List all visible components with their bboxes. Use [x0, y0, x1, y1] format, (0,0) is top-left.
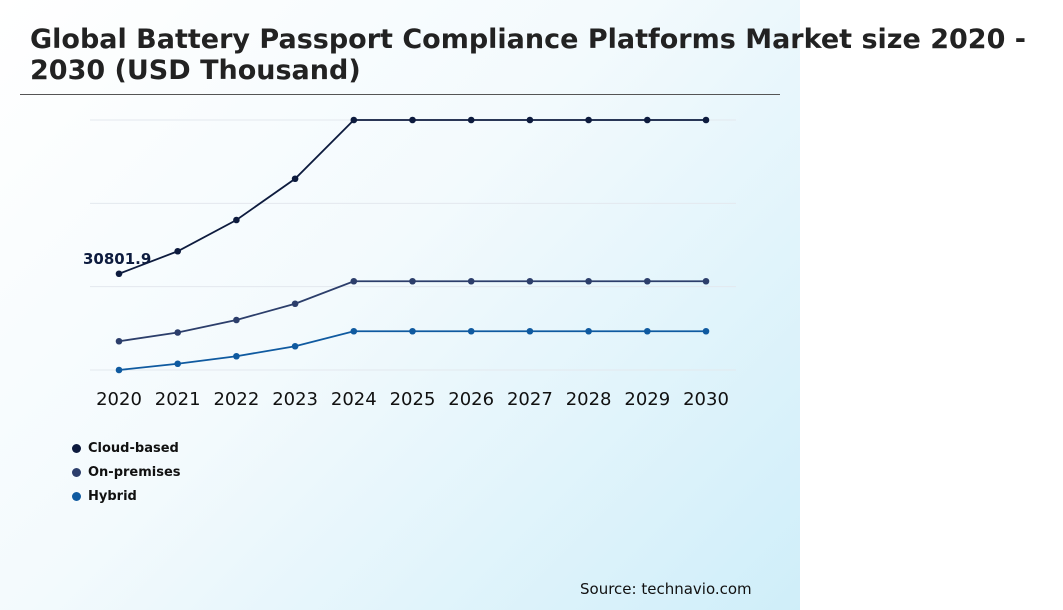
data-point-cloud-based — [115, 270, 123, 278]
data-point-hybrid — [702, 327, 710, 335]
data-point-cloud-based — [174, 247, 181, 255]
x-tick-label: 2022 — [213, 389, 259, 410]
data-point-cloud-based — [644, 116, 651, 124]
data-point-on-premises — [350, 277, 358, 285]
data-point-on-premises — [233, 316, 240, 324]
series-points — [115, 116, 710, 374]
data-point-hybrid — [644, 327, 651, 335]
x-tick-label: 2028 — [566, 389, 612, 410]
data-point-on-premises — [644, 277, 651, 285]
legend-marker — [72, 443, 81, 453]
series-line-hybrid — [118, 330, 706, 371]
data-point-hybrid — [585, 327, 592, 335]
chart-background — [0, 0, 800, 610]
line-chart: 2020 2021 2022 2023 2024 2025 2026 2027 2028 2029… — [83, 116, 736, 410]
chart-title: Global Battery Passport Compliance Platf… — [30, 24, 1026, 86]
x-tick-label: 2030 — [683, 389, 729, 410]
data-point-on-premises — [526, 277, 534, 285]
data-point-on-premises — [585, 277, 592, 285]
x-tick-label: 2027 — [507, 389, 553, 410]
title-divider — [20, 94, 780, 95]
data-point-on-premises — [467, 277, 475, 285]
series-line-cloud-based — [118, 119, 706, 275]
data-point-on-premises — [115, 337, 123, 345]
data-point-cloud-based — [350, 116, 358, 124]
x-axis-ticks: 2020 2021 2022 2023 2024 2025 2026 2027 2028 2029… — [96, 389, 729, 410]
data-point-hybrid — [115, 366, 123, 374]
x-tick-label: 2025 — [390, 389, 436, 410]
legend-label: Cloud-based — [88, 440, 179, 456]
legend-marker — [72, 491, 81, 501]
data-point-hybrid — [350, 327, 358, 335]
data-point-hybrid — [526, 327, 534, 335]
legend-item-hybrid: Hybrid — [72, 484, 181, 508]
x-tick-label: 2029 — [624, 389, 670, 410]
legend-label: On-premises — [88, 464, 181, 480]
legend: Cloud-based On-premises Hybrid — [72, 436, 181, 508]
data-point-cloud-based — [409, 116, 416, 124]
data-point-on-premises — [174, 329, 181, 336]
data-point-on-premises — [291, 300, 299, 308]
data-point-hybrid — [291, 342, 299, 350]
data-point-cloud-based — [702, 116, 710, 124]
data-point-hybrid — [233, 352, 240, 360]
data-label: 30801.9 — [83, 250, 151, 268]
x-tick-label: 2020 — [96, 389, 142, 410]
source-credit: Source: technavio.com — [580, 580, 752, 598]
data-point-hybrid — [467, 327, 475, 335]
x-tick-label: 2023 — [272, 389, 318, 410]
data-point-hybrid — [174, 360, 181, 368]
data-point-cloud-based — [291, 175, 299, 183]
x-tick-label: 2024 — [331, 389, 377, 410]
x-tick-label: 2026 — [448, 389, 494, 410]
data-point-hybrid — [409, 327, 416, 335]
legend-item-on-premises: On-premises — [72, 460, 181, 484]
data-point-on-premises — [409, 277, 416, 285]
data-point-cloud-based — [467, 116, 475, 124]
data-point-cloud-based — [585, 116, 592, 124]
legend-item-cloud-based: Cloud-based — [72, 436, 181, 460]
legend-marker — [72, 467, 81, 477]
data-point-cloud-based — [526, 116, 534, 124]
data-point-on-premises — [702, 277, 710, 285]
legend-label: Hybrid — [88, 488, 137, 504]
x-tick-label: 2021 — [155, 389, 201, 410]
data-point-cloud-based — [233, 216, 240, 224]
annotations: 30801.9 — [83, 250, 151, 268]
